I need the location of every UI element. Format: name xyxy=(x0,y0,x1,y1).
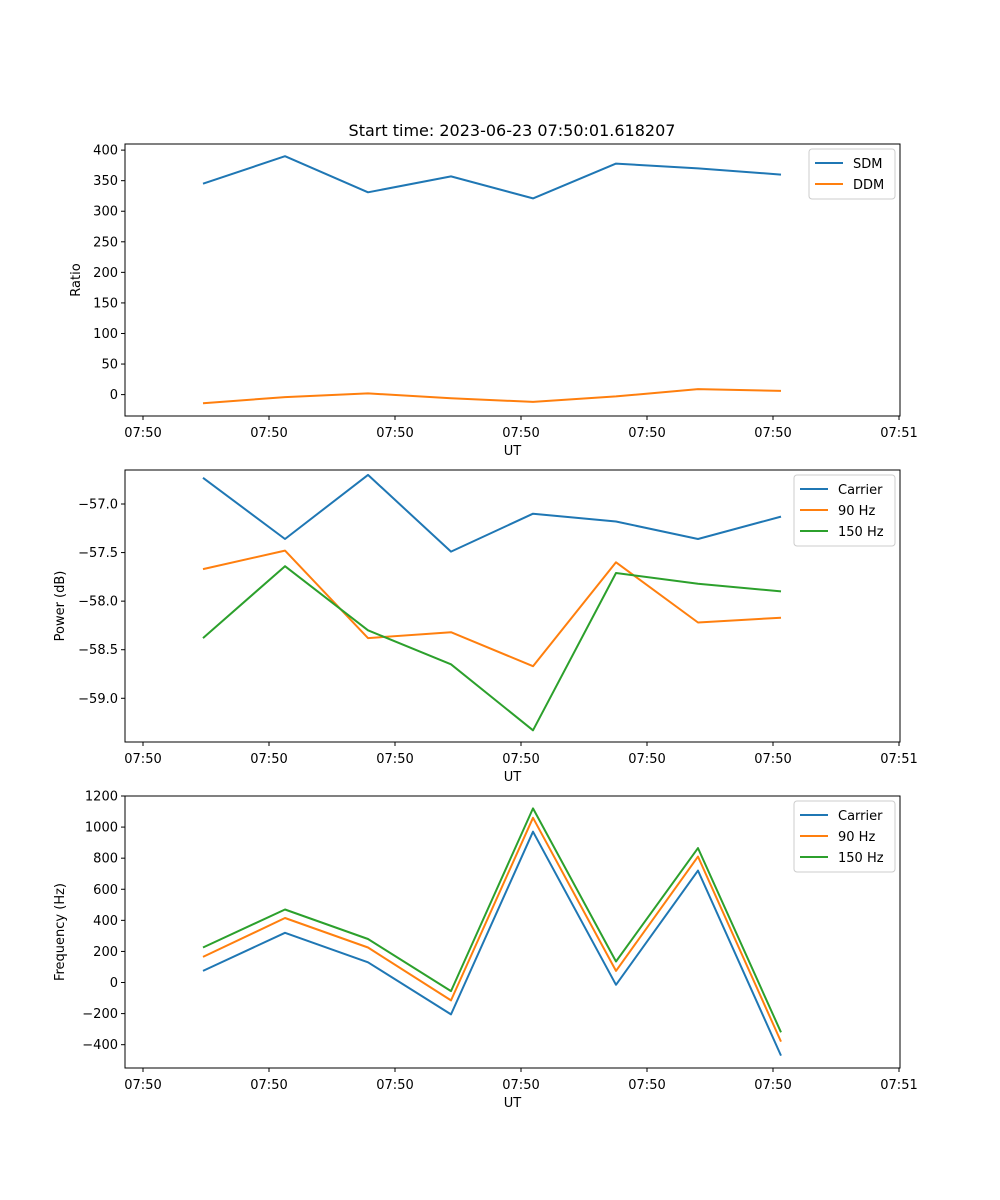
ratio-panel: 0 50 100 150 200 250 300 350 400 07:50 07:50 07:50 0… xyxy=(69,143,918,459)
axes-frame xyxy=(124,469,901,743)
x-tick-label: 07:50 xyxy=(376,752,413,767)
series-line-ddm xyxy=(202,388,782,405)
figure-title: Start time: 2023-06-23 07:50:01.618207 xyxy=(349,121,676,140)
x-tick-label: 07:50 xyxy=(250,1078,287,1093)
x-tick-label: 07:50 xyxy=(502,752,539,767)
x-tick-label: 07:50 xyxy=(250,752,287,767)
y-tick-label: −57.5 xyxy=(78,546,118,561)
series-line-150-hz xyxy=(202,565,782,732)
y-tick-label: −200 xyxy=(82,1007,118,1022)
x-tick-label: 07:51 xyxy=(880,426,917,441)
y-tick-label: 200 xyxy=(93,266,118,281)
y-tick-label: −58.0 xyxy=(78,595,118,610)
y-axis-label: Ratio xyxy=(69,263,84,296)
y-tick-label: 1000 xyxy=(85,821,118,836)
x-tick-label: 07:50 xyxy=(628,426,665,441)
y-tick-label: 250 xyxy=(93,235,118,250)
x-axis-label: UT xyxy=(504,1096,522,1111)
y-tick-label: 100 xyxy=(93,327,118,342)
legend-label: SDM xyxy=(853,157,882,172)
x-tick-label: 07:50 xyxy=(754,752,791,767)
y-tick-label: 150 xyxy=(93,296,118,311)
series-line-sdm xyxy=(202,155,782,200)
power-panel: −59.0 −58.5 −58.0 −57.5 −57.0 07:50 07:50 07:50… xyxy=(53,469,918,785)
legend-label: Carrier xyxy=(838,483,883,498)
legend-label: 90 Hz xyxy=(838,830,875,845)
legend-label: 150 Hz xyxy=(838,525,884,540)
x-tick-label: 07:51 xyxy=(880,752,917,767)
y-tick-label: 600 xyxy=(93,883,118,898)
x-tick-label: 07:51 xyxy=(880,1078,917,1093)
x-tick-label: 07:50 xyxy=(502,426,539,441)
legend-label: Carrier xyxy=(838,809,883,824)
x-tick-label: 07:50 xyxy=(628,1078,665,1093)
series-line-carrier xyxy=(202,473,782,553)
y-tick-label: −57.0 xyxy=(78,498,118,513)
series-line-90-hz xyxy=(202,549,782,668)
legend-box xyxy=(808,148,896,200)
axes-frame xyxy=(124,143,901,417)
legend-box xyxy=(793,474,896,547)
y-tick-label: 200 xyxy=(93,945,118,960)
x-tick-label: 07:50 xyxy=(754,1078,791,1093)
y-tick-label: 0 xyxy=(110,976,118,991)
series-line-150-hz xyxy=(202,807,782,1033)
x-tick-label: 07:50 xyxy=(250,426,287,441)
x-tick-label: 07:50 xyxy=(124,752,161,767)
y-tick-label: 50 xyxy=(101,358,118,373)
y-tick-label: −59.0 xyxy=(78,692,118,707)
legend-label: 150 Hz xyxy=(838,851,884,866)
y-tick-label: 1200 xyxy=(85,790,118,805)
y-tick-label: 0 xyxy=(110,388,118,403)
x-tick-label: 07:50 xyxy=(628,752,665,767)
x-axis-label: UT xyxy=(504,444,522,459)
x-tick-label: 07:50 xyxy=(376,1078,413,1093)
y-axis-label: Frequency (Hz) xyxy=(53,883,68,981)
y-tick-label: 300 xyxy=(93,205,118,220)
legend-label: 90 Hz xyxy=(838,504,875,519)
axes-frame xyxy=(124,795,901,1069)
series-line-90-hz xyxy=(202,816,782,1043)
y-axis-label: Power (dB) xyxy=(53,571,68,642)
x-tick-label: 07:50 xyxy=(376,426,413,441)
x-tick-label: 07:50 xyxy=(124,426,161,441)
y-tick-label: −400 xyxy=(82,1038,118,1053)
frequency-panel: −400 −200 0 200 400 600 800 1000 1200 07:50 07:50 0… xyxy=(53,790,918,1112)
x-tick-label: 07:50 xyxy=(502,1078,539,1093)
series-line-carrier xyxy=(202,830,782,1057)
x-tick-label: 07:50 xyxy=(754,426,791,441)
y-tick-label: 400 xyxy=(93,144,118,159)
x-tick-label: 07:50 xyxy=(124,1078,161,1093)
y-tick-label: 800 xyxy=(93,852,118,867)
x-axis-label: UT xyxy=(504,770,522,785)
y-tick-label: 350 xyxy=(93,174,118,189)
legend-box xyxy=(793,800,896,873)
legend-label: DDM xyxy=(853,178,884,193)
y-tick-label: 400 xyxy=(93,914,118,929)
y-tick-label: −58.5 xyxy=(78,643,118,658)
